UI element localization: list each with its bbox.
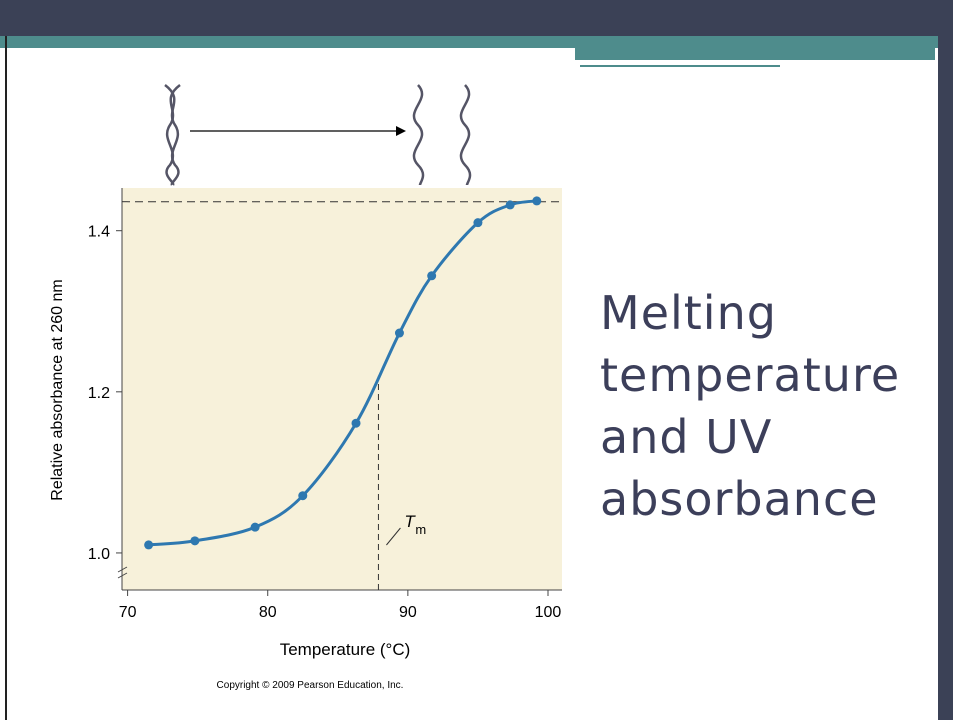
slide: Relative absorbance at 260 nm Temperatur…	[0, 0, 953, 720]
point	[298, 491, 307, 500]
x-tick-label: 90	[399, 604, 417, 621]
point	[144, 540, 153, 549]
point	[473, 218, 482, 227]
point	[506, 200, 515, 209]
accent-strip	[0, 36, 953, 48]
dna-icons	[165, 85, 470, 185]
point	[395, 329, 404, 338]
slide-title: Melting temperature and UV absorbance	[600, 282, 930, 530]
x-tick-label: 100	[535, 604, 562, 621]
point	[190, 536, 199, 545]
point	[352, 419, 361, 428]
y-tick-label: 1.4	[88, 224, 110, 241]
y-tick-label: 1.0	[88, 546, 110, 563]
top-bar	[0, 0, 953, 36]
point	[251, 523, 260, 532]
point	[427, 271, 436, 280]
right-edge	[938, 0, 953, 720]
point	[532, 196, 541, 205]
arrow-head	[396, 126, 406, 136]
tm-subscript: m	[415, 522, 426, 537]
x-tick-label: 80	[259, 604, 277, 621]
x-tick-label: 70	[119, 604, 137, 621]
y-tick-label: 1.2	[88, 385, 110, 402]
plot-area	[122, 188, 562, 590]
source: Copyright © 2009 Pearson Education, Inc.	[217, 680, 404, 691]
y-axis-label: Relative absorbance at 260 nm	[49, 279, 66, 500]
x-axis-label: Temperature (°C)	[280, 640, 411, 659]
accent-strip	[575, 48, 935, 60]
